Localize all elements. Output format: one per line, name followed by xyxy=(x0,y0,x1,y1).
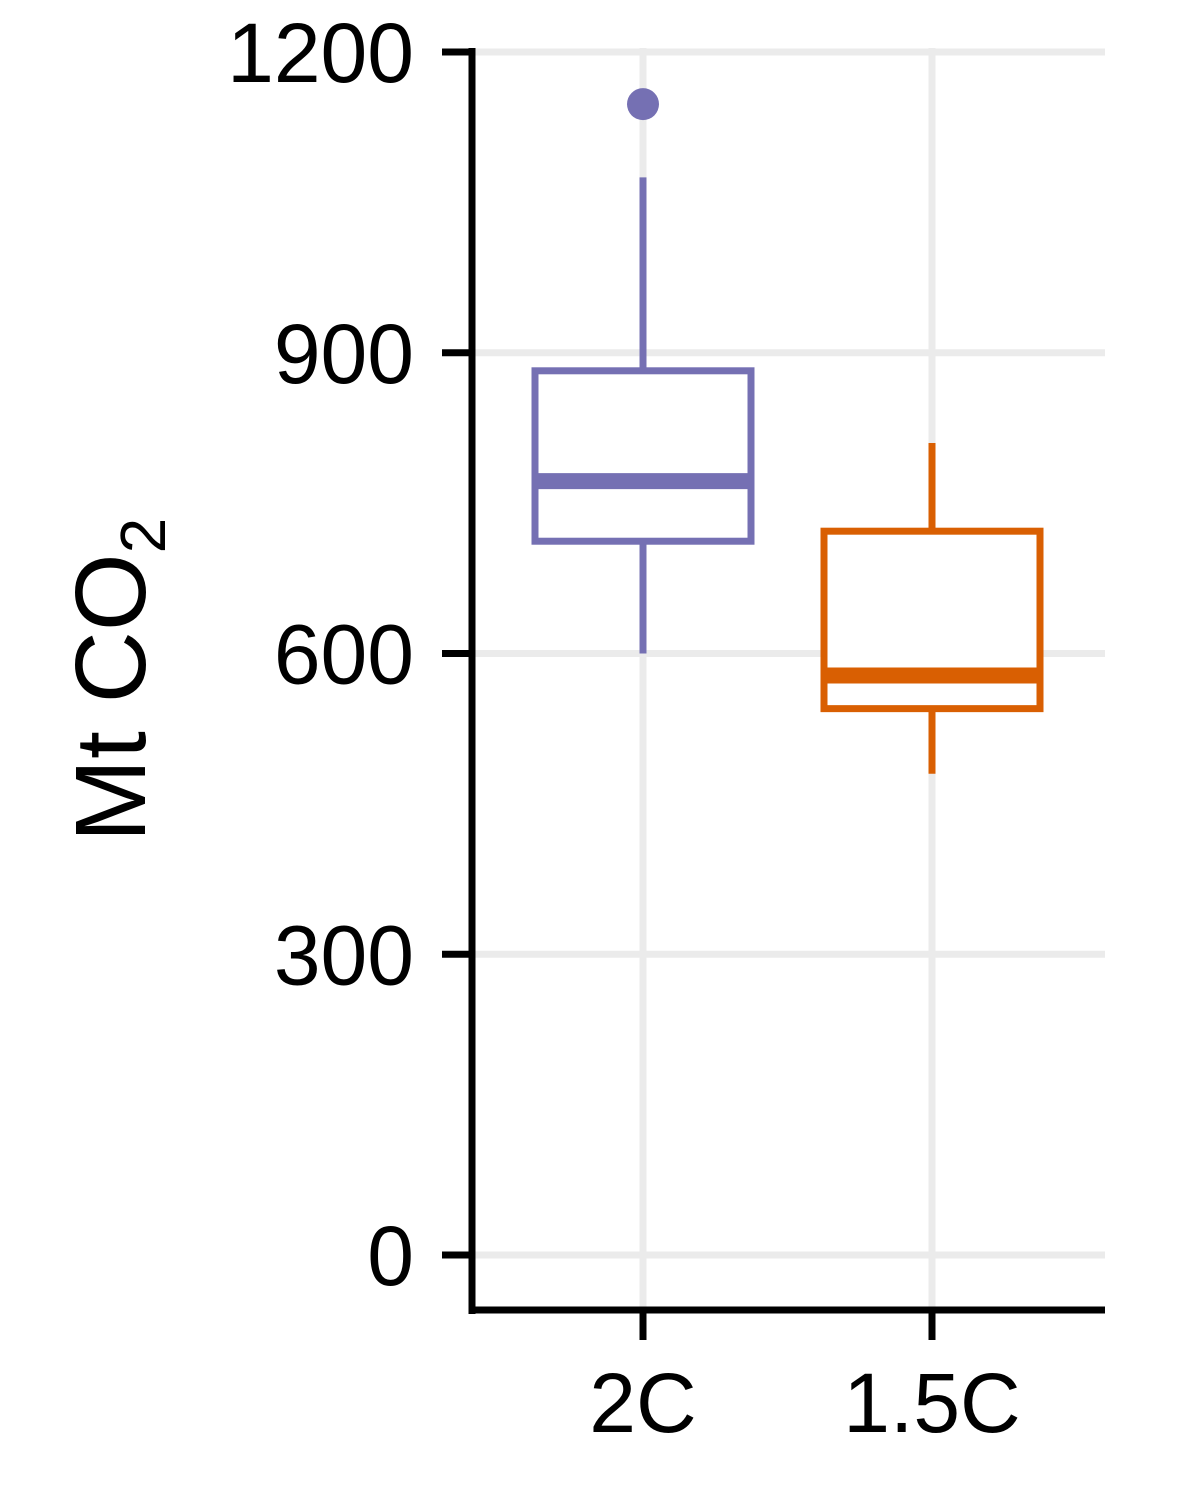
y-tick-label-300: 300 xyxy=(274,908,414,1002)
y-axis-title-main: Mt CO xyxy=(55,553,167,842)
y-tick-label-0: 0 xyxy=(367,1209,414,1303)
y-axis-title: Mt CO2 xyxy=(55,518,179,842)
y-tick-label-600: 600 xyxy=(274,608,414,702)
x-tick-label-2c: 2C xyxy=(589,1356,696,1450)
outlier-2c-0 xyxy=(627,88,659,121)
x-tick-label-1-5c: 1.5C xyxy=(843,1356,1020,1450)
y-tick-label-1200: 1200 xyxy=(227,6,414,100)
y-tick-label-900: 900 xyxy=(274,307,414,401)
axis-layer: 0 300 600 900 1200 2C 1.5C xyxy=(227,6,1105,1450)
box-2c xyxy=(531,367,755,545)
box-layer xyxy=(531,88,1044,774)
y-axis-title-subscript: 2 xyxy=(107,518,179,554)
